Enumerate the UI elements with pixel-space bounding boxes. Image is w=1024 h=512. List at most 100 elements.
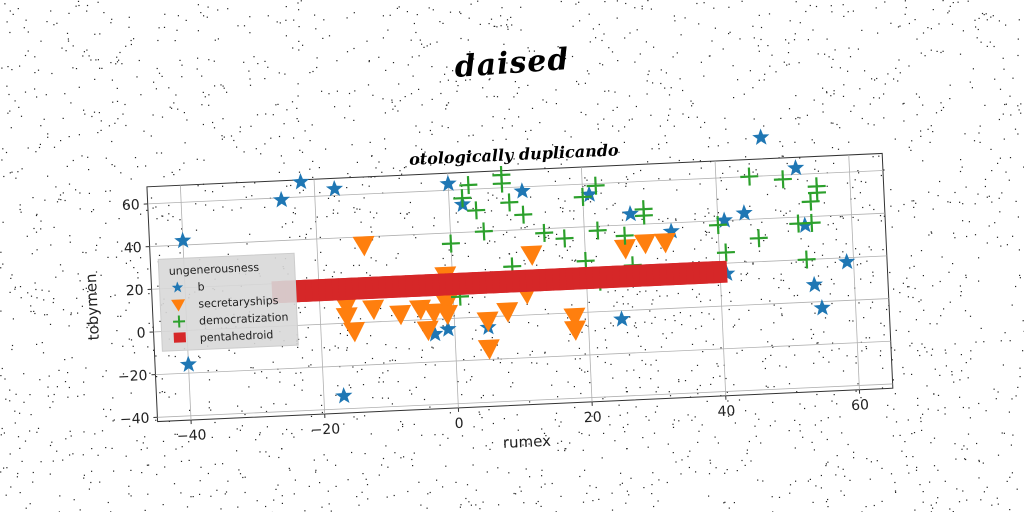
- noise-speck: [327, 490, 329, 492]
- noise-speck: [407, 490, 409, 493]
- noise-speck: [481, 125, 483, 127]
- noise-speck: [841, 215, 843, 218]
- noise-speck: [387, 466, 389, 468]
- noise-speck: [2, 148, 4, 150]
- noise-speck: [703, 222, 705, 224]
- noise-speck: [370, 257, 372, 259]
- noise-speck: [612, 109, 614, 111]
- noise-speck: [773, 386, 775, 388]
- noise-speck: [143, 130, 145, 132]
- noise-speck: [665, 259, 667, 261]
- noise-speck: [648, 419, 650, 421]
- noise-speck: [485, 152, 487, 154]
- noise-speck: [6, 467, 8, 469]
- noise-speck: [27, 147, 29, 149]
- noise-speck: [39, 379, 41, 381]
- noise-speck: [922, 32, 925, 34]
- noise-speck: [174, 355, 176, 358]
- noise-speck: [997, 454, 1000, 456]
- noise-speck: [78, 4, 80, 7]
- noise-speck: [309, 140, 311, 142]
- noise-speck: [511, 362, 513, 364]
- noise-speck: [944, 413, 946, 415]
- noise-speck: [612, 377, 614, 379]
- noise-speck: [684, 17, 686, 19]
- noise-speck: [424, 151, 426, 153]
- noise-speck: [998, 197, 1000, 199]
- noise-speck: [853, 451, 855, 453]
- noise-speck: [466, 484, 469, 486]
- noise-speck: [285, 403, 287, 405]
- noise-speck: [242, 476, 244, 479]
- b-point-star: [580, 185, 598, 203]
- noise-speck: [113, 470, 115, 472]
- noise-speck: [471, 296, 473, 299]
- noise-speck: [281, 226, 283, 228]
- noise-speck: [1003, 138, 1005, 140]
- noise-speck: [293, 137, 295, 139]
- noise-speck: [945, 352, 947, 354]
- noise-speck: [243, 186, 245, 188]
- noise-speck: [68, 183, 71, 185]
- noise-speck: [421, 349, 423, 351]
- noise-speck: [156, 376, 158, 378]
- noise-speck: [94, 78, 96, 80]
- noise-speck: [820, 474, 822, 477]
- noise-speck: [706, 400, 708, 402]
- noise-speck: [592, 28, 594, 30]
- noise-speck: [932, 9, 934, 11]
- noise-speck: [1019, 376, 1021, 378]
- noise-speck: [470, 3, 472, 5]
- noise-speck: [353, 12, 355, 14]
- noise-speck: [960, 291, 962, 293]
- noise-speck: [588, 301, 590, 303]
- noise-speck: [922, 413, 924, 415]
- noise-speck: [88, 55, 90, 57]
- noise-speck: [626, 448, 628, 450]
- noise-speck: [260, 406, 262, 408]
- noise-speck: [197, 4, 199, 6]
- noise-speck: [694, 416, 696, 418]
- noise-speck: [116, 61, 119, 63]
- noise-speck: [75, 189, 77, 191]
- noise-speck: [83, 477, 85, 479]
- legend-marker-star: [171, 281, 184, 293]
- noise-speck: [414, 321, 416, 323]
- noise-speck: [625, 387, 627, 389]
- noise-speck: [907, 419, 909, 421]
- noise-speck: [65, 438, 67, 440]
- noise-speck: [259, 451, 261, 453]
- noise-speck: [286, 185, 288, 187]
- noise-speck: [807, 245, 810, 247]
- noise-speck: [570, 136, 572, 138]
- noise-speck: [758, 14, 760, 16]
- noise-speck: [5, 151, 8, 154]
- noise-speck: [468, 135, 470, 137]
- noise-speck: [658, 178, 660, 180]
- noise-speck: [308, 365, 310, 367]
- noise-speck: [0, 267, 2, 269]
- democratization-point-plus: [749, 229, 768, 248]
- noise-speck: [413, 22, 415, 25]
- noise-speck: [153, 349, 155, 351]
- noise-speck: [617, 60, 619, 62]
- noise-speck: [375, 260, 377, 262]
- noise-speck: [1004, 332, 1006, 334]
- noise-speck: [69, 454, 71, 456]
- noise-speck: [499, 257, 501, 259]
- noise-speck: [873, 208, 875, 211]
- noise-speck: [842, 217, 844, 219]
- noise-speck: [421, 356, 423, 358]
- noise-speck: [387, 29, 389, 31]
- noise-speck: [798, 203, 800, 205]
- noise-speck: [250, 125, 252, 127]
- noise-speck: [334, 106, 336, 108]
- noise-speck: [402, 423, 404, 425]
- noise-speck: [943, 308, 945, 310]
- noise-speck: [814, 251, 816, 254]
- noise-speck: [11, 274, 13, 276]
- democratization-point-plus: [802, 213, 821, 232]
- noise-speck: [410, 93, 413, 95]
- noise-speck: [403, 167, 406, 169]
- noise-speck: [653, 46, 655, 48]
